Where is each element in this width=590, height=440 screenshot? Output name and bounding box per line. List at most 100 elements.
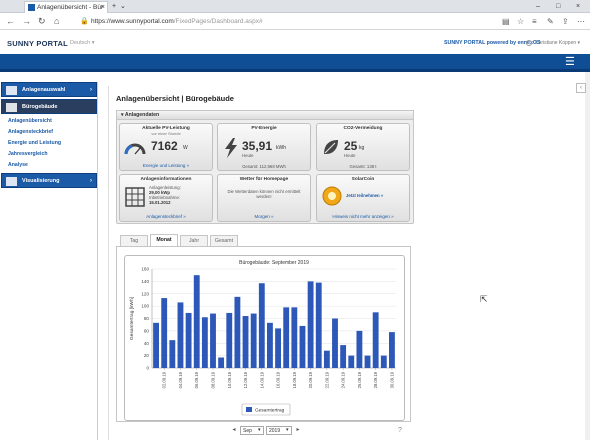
tile-solarcoin: SolarCoin Jetzt teilnehmen » Hinweis nic… [316,174,410,222]
main-content [108,86,578,440]
pv-energy-unit: kWh [276,145,286,151]
date-controls: ◂ Sep ▾ 2019 ▾ ▸ ? [230,426,410,436]
y-tick-label: 140 [141,279,149,284]
sidebar-item-analyse[interactable]: Analyse [8,162,28,168]
weather-message: Die Wetterdaten können nicht ermittelt w… [227,189,301,199]
url-field[interactable]: https://www.sunnyportal.com/FixedPages/D… [91,16,491,27]
maximize-icon[interactable]: □ [556,3,561,10]
bar-19.09.19 [299,325,306,368]
tab-jahr[interactable]: Jahr [180,235,208,246]
favorites-hub-icon[interactable]: ≡ [532,17,537,26]
previous-month-icon[interactable]: ◂ [232,427,236,433]
tile-title: Anlageninformationen [140,177,192,182]
tile-pv-energy: PV-Energie 35,91 kWh Heute Gesamt: 112,9… [217,123,311,171]
sidebar-item-anlagenuebersicht[interactable]: Anlagenübersicht [8,118,52,124]
tab-list-icon[interactable]: ⌄ [120,3,126,10]
sunny-favicon-icon [28,4,35,11]
y-tick-label: 120 [141,291,149,296]
y-tick-label: 160 [141,267,149,272]
visualization-icon [6,177,17,186]
bar-03.09.19 [169,340,176,368]
tile-weather: Wetter für Homepage Die Wetterdaten könn… [217,174,311,222]
month-select[interactable]: Sep [240,426,264,435]
sidebar-item-energie-leistung[interactable]: Energie und Leistung [8,140,62,146]
sidebar-section-buerogebaeude[interactable]: Bürogebäude [1,99,97,114]
next-month-icon[interactable]: ▸ [296,427,300,433]
solarcoin-dismiss-link[interactable]: Hinweis nicht mehr anzeigen » [332,214,394,219]
bar-09.09.19 [218,357,225,368]
info-power-value: 29,00 kWp [149,190,171,195]
sidebar-item-anlagensteckbrief[interactable]: Anlagensteckbrief [8,129,53,135]
x-tick-label: 24.09.19 [341,371,346,388]
tab-title: Anlagenübersicht - Bür [37,4,104,11]
plant-selection-icon [6,86,17,95]
collapse-button[interactable]: ‹ [576,83,586,93]
monthly-yield-chart: Bürogebäude: September 2019 0 20 40 60 80 100 1… [129,260,396,416]
hamburger-menu-icon[interactable]: ☰ [565,56,575,68]
energy-power-link[interactable]: Energie und Leistung » [142,163,190,168]
solar-panel-icon [125,187,145,207]
chart-title: Bürogebäude: September 2019 [239,260,309,266]
plant-profile-link[interactable]: Anlagensteckbrief » [146,214,186,219]
home-icon[interactable]: ⌂ [54,16,60,26]
tile-title: Aktuelle PV-Leistung [142,126,190,131]
user-name: Christiane Koppen ▾ [535,40,581,46]
portal-logo[interactable]: SUNNY PORTAL [7,39,68,48]
x-tick-label: 12.09.19 [243,371,248,388]
sidebar-item-jahresvergleich[interactable]: Jahresvergleich [8,151,48,157]
url-path: /FixedPages/Dashboard.aspx# [173,18,263,25]
page-title: Anlagenübersicht | Bürogebäude [116,94,234,103]
year-select[interactable]: 2019 [266,426,292,435]
panel-header[interactable]: ▾ Anlagendaten [116,110,414,120]
reading-view-icon[interactable]: ▤ [502,17,510,26]
forward-icon[interactable]: → [22,16,31,26]
tab-gesamt[interactable]: Gesamt [210,235,238,246]
window-close-icon[interactable]: × [576,3,581,10]
bar-13.09.19 [250,313,257,368]
solarcoin-join-link[interactable]: Jetzt teilnehmen » [346,193,384,198]
help-icon[interactable]: ? [398,427,402,434]
bar-26.09.19 [356,330,363,368]
bar-06.09.19 [193,275,200,368]
x-tick-label: 08.09.19 [211,371,216,388]
gauge-icon [124,143,146,155]
bar-10.09.19 [226,312,233,368]
bar-01.09.19 [153,322,159,368]
x-tick-label: 20.09.19 [308,371,313,388]
close-tab-icon[interactable]: × [100,4,105,11]
x-tick-label: 18.09.19 [292,371,297,388]
back-icon[interactable]: ← [6,16,15,26]
weather-tomorrow-link[interactable]: Morgen » [254,214,274,219]
share-icon[interactable]: ⇪ [562,17,569,26]
more-icon[interactable]: ⋯ [577,17,585,26]
legend-swatch [246,407,252,412]
sidebar-section-visualisierung[interactable]: Visualisierung › [1,173,97,188]
x-tick-label: 22.09.19 [324,371,329,388]
tab-monat[interactable]: Monat [150,234,178,246]
y-tick-label: 40 [144,341,150,346]
y-tick-label: 20 [144,353,150,358]
refresh-icon[interactable]: ↻ [38,16,46,26]
user-icon [526,39,532,46]
browser-tab[interactable]: Anlagenübersicht - Bür × [24,1,108,13]
chevron-down-icon: ▾ [258,427,261,433]
favorite-star-icon[interactable]: ☆ [517,17,525,26]
bar-25.09.19 [348,355,355,368]
bar-15.09.19 [267,322,273,368]
x-tick-label: 16.09.19 [276,371,281,388]
bar-12.09.19 [242,316,249,368]
sidebar-section-anlagenauswahl[interactable]: Anlagenauswahl › [1,82,97,97]
legend-box [241,403,291,416]
bar-14.09.19 [258,283,265,368]
portal-header: SUNNY PORTAL Deutsch ▾ SUNNY PORTAL powe… [0,30,590,54]
tab-tag[interactable]: Tag [120,235,148,246]
user-menu[interactable]: Christiane Koppen ▾ [526,39,586,48]
minimize-icon[interactable]: – [536,3,540,10]
x-tick-label: 06.09.19 [194,371,199,388]
language-select[interactable]: Deutsch ▾ [70,40,95,46]
pen-icon[interactable]: ✎ [547,17,554,26]
page-scrollbar[interactable] [585,72,590,440]
y-tick-label: 100 [141,304,149,309]
bar-08.09.19 [210,313,216,368]
new-tab-icon[interactable]: + [112,3,117,10]
